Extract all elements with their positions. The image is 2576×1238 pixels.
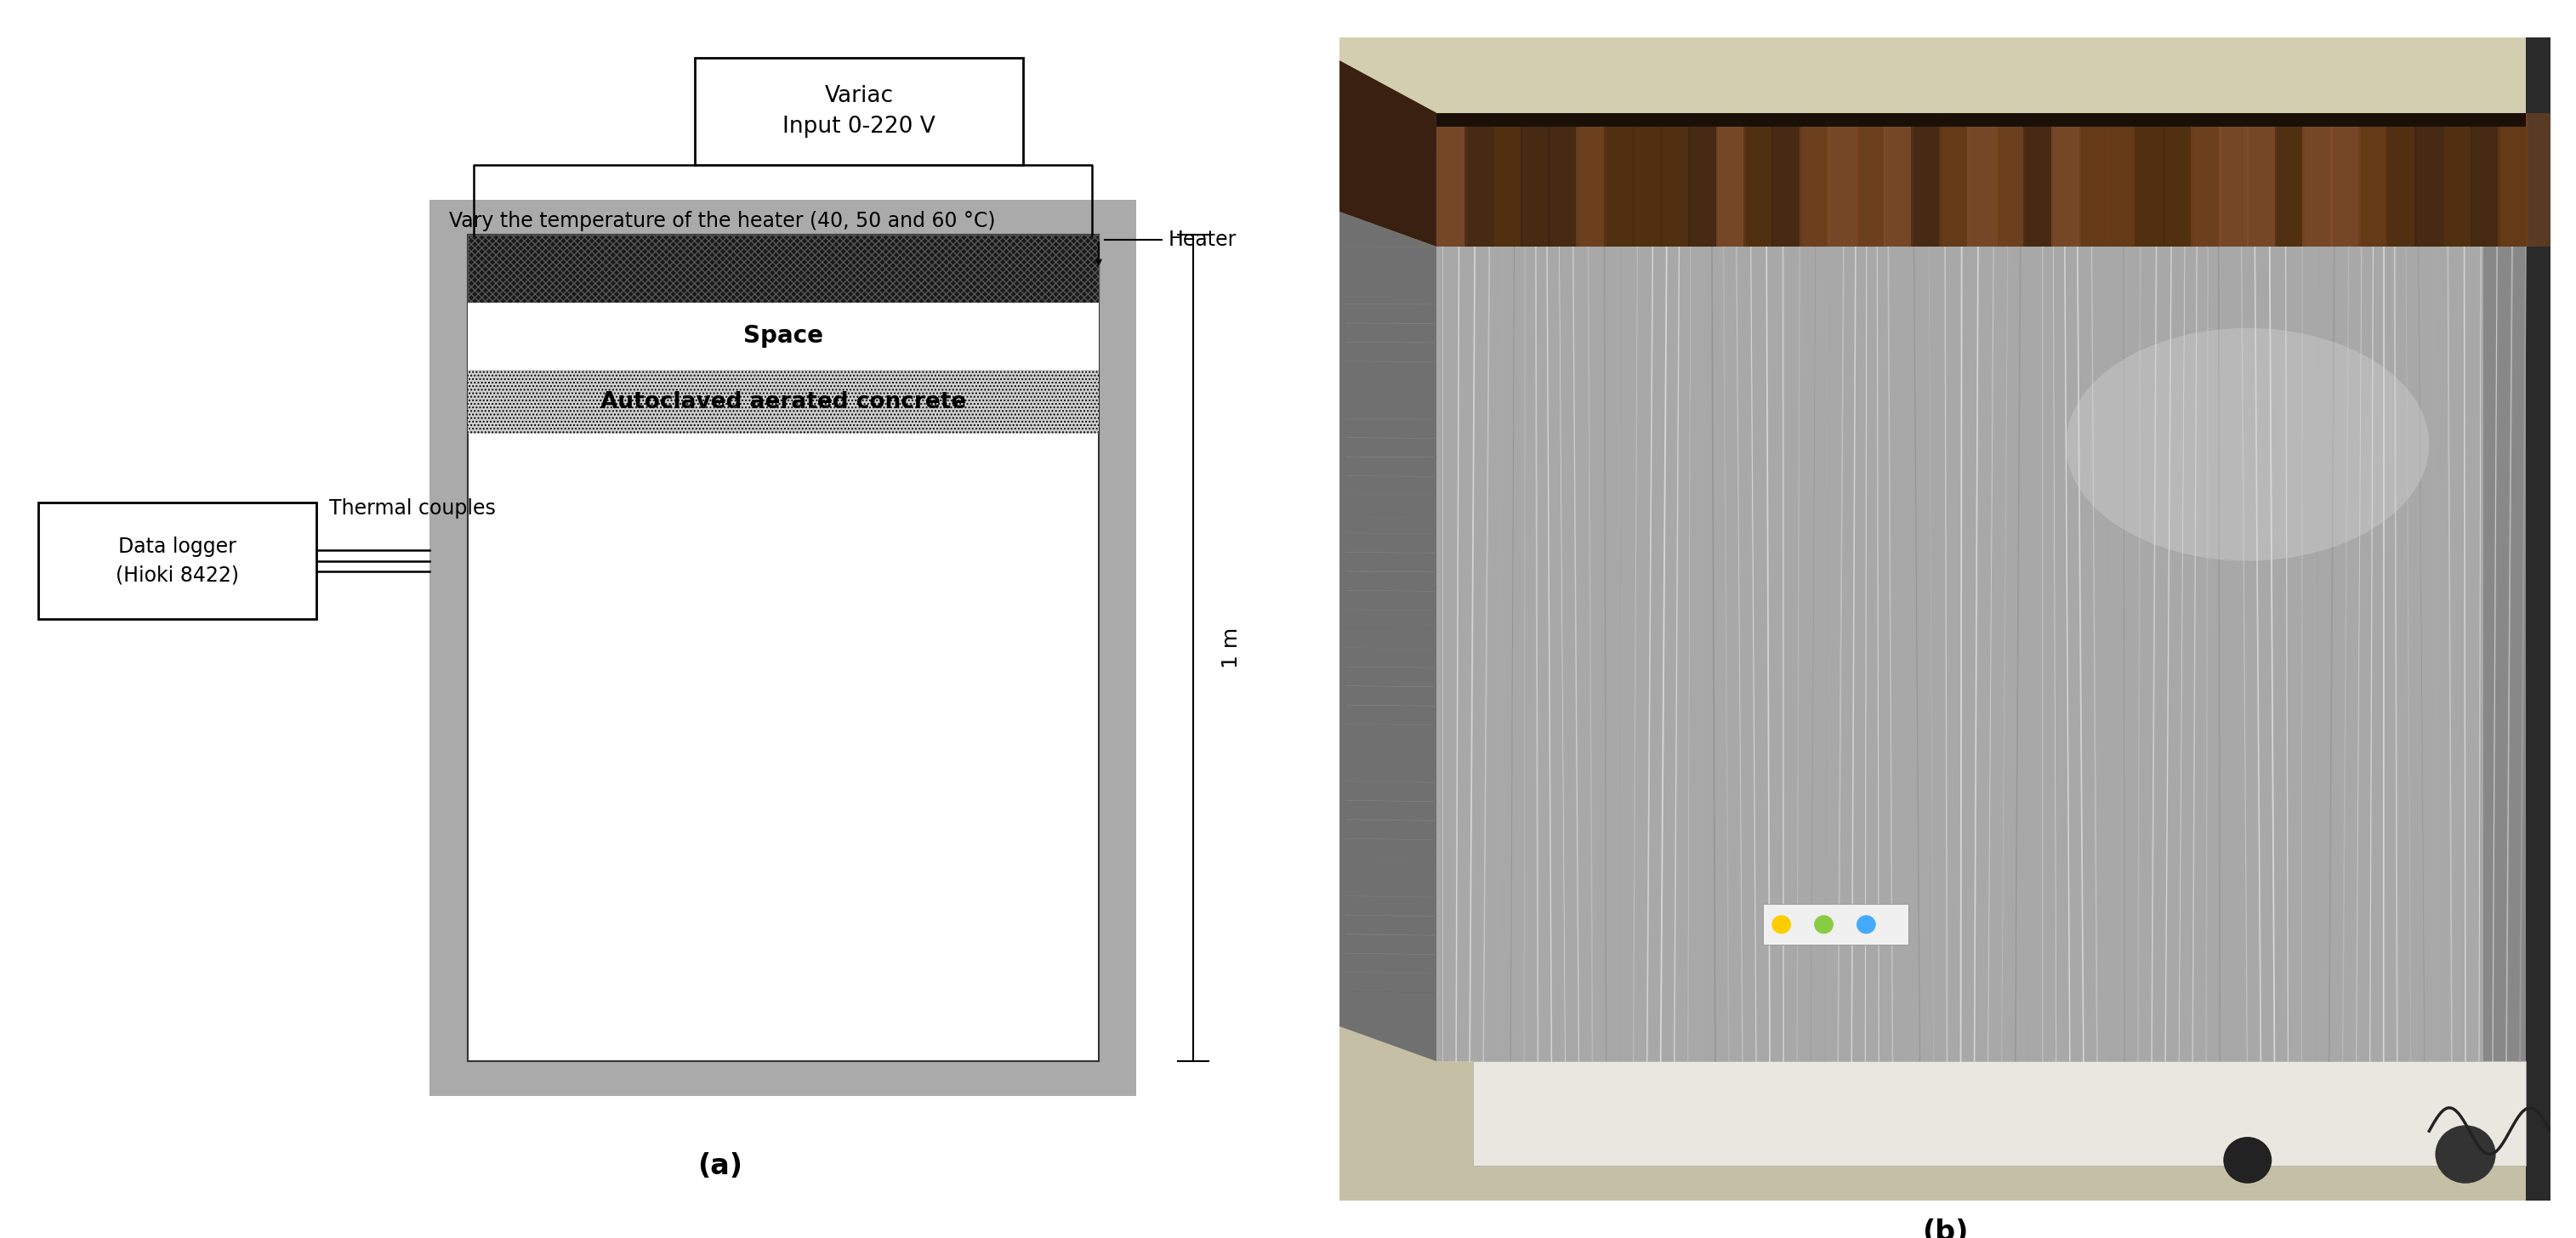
Bar — [1473, 1061, 2527, 1166]
Bar — [1437, 113, 1466, 246]
Bar — [39, 503, 317, 619]
Bar — [1687, 113, 1718, 246]
Bar — [1605, 113, 1633, 246]
Bar — [2527, 37, 2550, 1201]
Bar — [1762, 904, 1909, 945]
Circle shape — [2434, 1125, 2496, 1184]
Bar — [2360, 113, 2388, 246]
Bar — [2442, 113, 2473, 246]
Bar — [1437, 246, 2527, 1061]
Bar — [2246, 113, 2277, 246]
Text: Variac
Input 0-220 V: Variac Input 0-220 V — [783, 85, 935, 137]
Circle shape — [2223, 1136, 2272, 1184]
Bar — [2022, 113, 2053, 246]
Bar — [469, 370, 1100, 435]
Bar — [1463, 113, 1494, 246]
Bar — [1340, 37, 2550, 677]
Circle shape — [1857, 915, 1875, 933]
Bar — [1716, 113, 1747, 246]
Bar — [1633, 113, 1662, 246]
Text: 1 m: 1 m — [1221, 628, 1242, 669]
Text: Space: Space — [742, 324, 824, 348]
Bar — [1883, 113, 1914, 246]
Bar — [1826, 113, 1857, 246]
Bar — [2050, 113, 2081, 246]
Bar — [1801, 113, 1829, 246]
Bar — [2303, 113, 2334, 246]
Bar — [2275, 113, 2306, 246]
Text: Heater: Heater — [1167, 229, 1236, 250]
Bar — [2107, 113, 2138, 246]
Polygon shape — [1340, 212, 1437, 1061]
Ellipse shape — [2066, 328, 2429, 561]
Bar — [1911, 113, 1942, 246]
Text: Thermal couples: Thermal couples — [330, 498, 495, 519]
Bar — [2470, 113, 2501, 246]
Bar — [1352, 154, 1497, 444]
Bar — [2527, 113, 2555, 246]
Bar — [469, 235, 1100, 302]
Bar — [1548, 113, 1579, 246]
Text: (a): (a) — [698, 1151, 742, 1180]
Bar — [1996, 113, 2025, 246]
Bar — [1577, 113, 1607, 246]
Bar — [696, 58, 1023, 165]
Bar — [1744, 113, 1775, 246]
Bar — [2385, 113, 2416, 246]
Bar — [2164, 113, 2192, 246]
Bar — [1340, 119, 1520, 561]
Bar — [1492, 113, 1522, 246]
Bar — [469, 235, 1100, 1061]
Bar — [1772, 113, 1803, 246]
Bar — [1855, 113, 1886, 246]
Bar — [2331, 113, 2360, 246]
Bar — [2190, 113, 2221, 246]
Bar — [1437, 113, 2527, 246]
Bar — [2499, 113, 2530, 246]
Text: Vary the temperature of the heater (40, 50 and 60 °C): Vary the temperature of the heater (40, … — [448, 210, 994, 232]
Text: Data logger
(Hioki 8422): Data logger (Hioki 8422) — [116, 536, 240, 586]
Text: Autoclaved aerated concrete: Autoclaved aerated concrete — [600, 391, 966, 413]
Text: (b): (b) — [1922, 1218, 1968, 1238]
Bar — [1940, 113, 1971, 246]
Polygon shape — [1340, 61, 1437, 246]
Bar — [469, 302, 1100, 370]
Circle shape — [1772, 915, 1790, 933]
Bar — [1437, 113, 2527, 126]
Bar — [1659, 113, 1690, 246]
Bar — [2079, 113, 2110, 246]
Bar — [1968, 113, 1996, 246]
Bar — [2136, 113, 2166, 246]
Bar — [430, 201, 1136, 1096]
Circle shape — [1814, 915, 1834, 933]
Bar — [2483, 246, 2527, 1061]
Bar — [1340, 677, 2550, 1201]
Bar — [1520, 113, 1551, 246]
Bar — [2218, 113, 2249, 246]
Bar — [2414, 113, 2445, 246]
